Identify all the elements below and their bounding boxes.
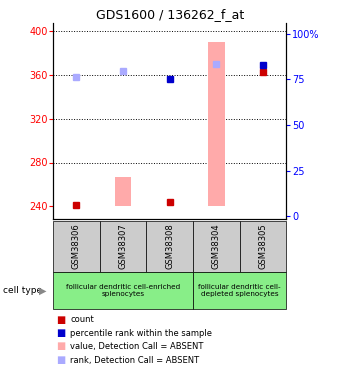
Text: ■: ■ (57, 355, 66, 365)
Bar (53, 272, 193, 309)
Bar (193, 272, 286, 309)
Text: ▶: ▶ (39, 286, 47, 296)
Text: cell type: cell type (3, 286, 43, 295)
Bar (240, 221, 286, 272)
Bar (53, 221, 100, 272)
Text: percentile rank within the sample: percentile rank within the sample (70, 328, 212, 338)
Bar (115, 177, 131, 206)
Text: ■: ■ (57, 342, 66, 351)
Text: GSM38305: GSM38305 (259, 224, 268, 269)
Bar (208, 42, 225, 206)
Text: GSM38308: GSM38308 (165, 224, 174, 269)
Text: GSM38304: GSM38304 (212, 224, 221, 269)
Text: rank, Detection Call = ABSENT: rank, Detection Call = ABSENT (70, 356, 199, 364)
Text: count: count (70, 315, 94, 324)
Bar (193, 221, 240, 272)
Bar (146, 221, 193, 272)
Title: GDS1600 / 136262_f_at: GDS1600 / 136262_f_at (96, 8, 244, 21)
Text: ■: ■ (57, 315, 66, 324)
Text: GSM38307: GSM38307 (119, 224, 128, 269)
Bar (100, 221, 146, 272)
Text: follicular dendritic cell-
depleted splenocytes: follicular dendritic cell- depleted sple… (199, 284, 281, 297)
Text: ■: ■ (57, 328, 66, 338)
Text: follicular dendritic cell-enriched
splenocytes: follicular dendritic cell-enriched splen… (66, 284, 180, 297)
Text: GSM38306: GSM38306 (72, 224, 81, 269)
Text: value, Detection Call = ABSENT: value, Detection Call = ABSENT (70, 342, 204, 351)
